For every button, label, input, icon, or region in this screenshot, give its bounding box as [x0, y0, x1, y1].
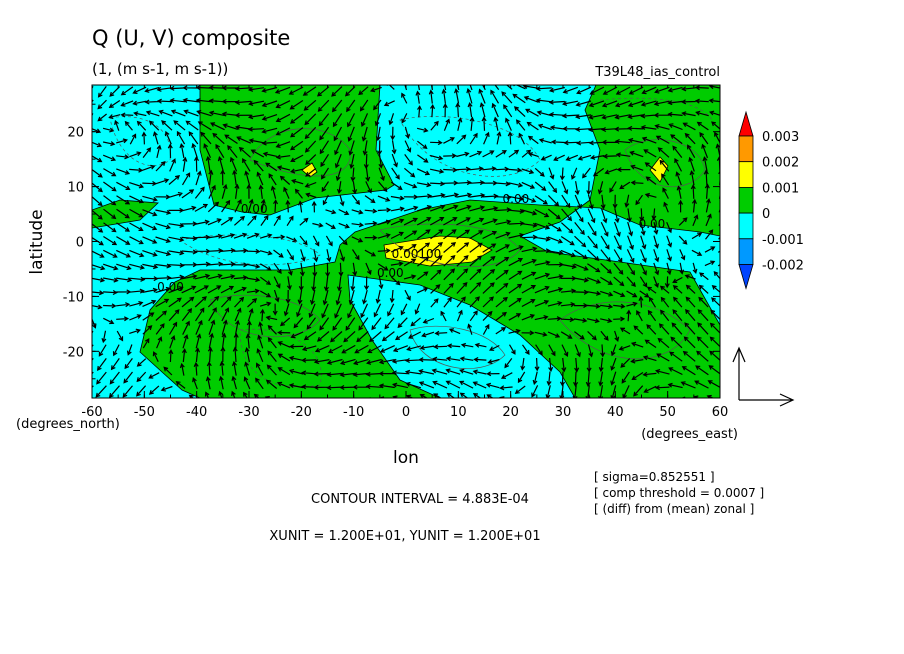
high-anomaly-region: [649, 156, 669, 183]
x-tick-label: -60: [81, 405, 102, 420]
colorbar-label: -0.002: [762, 259, 804, 274]
colorbar-label: -0.001: [762, 233, 804, 248]
colorbar-swatch: [738, 161, 754, 188]
colorbar-triangle-top: [738, 110, 754, 137]
colorbar-label: 0.003: [762, 130, 799, 145]
y-axis: -20 -10 0 10 20: [63, 103, 720, 380]
colorbar-label: 0.002: [762, 156, 799, 171]
x-tick-label: 60: [712, 405, 729, 420]
experiment-label: T39L48_ias_control: [594, 65, 720, 80]
x-tick-label: -50: [134, 405, 155, 420]
contour-label: 0.00: [503, 192, 530, 206]
x-tick-label: 0: [402, 405, 410, 420]
vector-units: XUNIT = 1.200E+01, YUNIT = 1.200E+01: [269, 529, 540, 544]
contour-label: 0.00: [157, 280, 184, 294]
colorbar-label: 0.001: [762, 181, 799, 196]
chart-units: (1, (m s-1, m s-1)): [92, 60, 228, 78]
reference-vector: [732, 346, 795, 407]
note-diff: [ (diff) from (mean) zonal ]: [594, 502, 754, 516]
colorbar-swatch: [738, 212, 754, 240]
wind-vectors: [92, 85, 720, 398]
y-tick-label: -10: [63, 290, 84, 305]
x-tick-label: 50: [659, 405, 676, 420]
x-tick-label: -20: [291, 405, 312, 420]
positive-anomaly-region: [92, 199, 159, 229]
contour-label: 0.00: [241, 202, 268, 216]
contour-labels: 0.00 0.00 0.00 0.00 0.00100 0.00: [157, 192, 665, 294]
y-tick-label: -20: [63, 345, 84, 360]
y-tick-label: 10: [67, 181, 84, 196]
chart-title: Q (U, V) composite: [92, 26, 290, 50]
y-tick-label: 20: [67, 126, 84, 141]
x-tick-label: 30: [555, 405, 572, 420]
x-tick-label: -30: [238, 405, 259, 420]
x-tick-label: -40: [186, 405, 207, 420]
y-axis-label: latitude: [27, 209, 47, 274]
negative-anomaly-region: [347, 274, 576, 398]
plot-area: [92, 85, 720, 398]
colorbar-swatch: [738, 238, 754, 265]
contour-label: 0.00: [639, 217, 666, 231]
colorbar-label: 0: [762, 207, 770, 222]
contour-interval: CONTOUR INTERVAL = 4.883E-04: [311, 492, 529, 507]
y-unit-label: (degrees_north): [16, 417, 120, 432]
x-tick-label: -10: [343, 405, 364, 420]
x-axis-label: lon: [393, 448, 419, 468]
colorbar: 0.003 0.002 0.001 0 -0.001 -0.002: [738, 110, 804, 290]
y-tick-label: 0: [76, 236, 84, 251]
x-tick-label: 40: [607, 405, 624, 420]
note-sigma: [ sigma=0.852551 ]: [594, 470, 715, 484]
x-unit-label: (degrees_east): [641, 427, 738, 442]
note-threshold: [ comp threshold = 0.0007 ]: [594, 486, 764, 500]
contour-label: 0.00: [377, 266, 404, 280]
vector-arrows: [92, 85, 720, 398]
colorbar-triangle-bottom: [738, 264, 754, 290]
colorbar-swatch: [738, 135, 754, 163]
contour-label: 0.00100: [392, 247, 442, 261]
x-tick-label: 20: [502, 405, 519, 420]
x-tick-label: 10: [450, 405, 467, 420]
x-axis: -60 -50 -40 -30 -20 -10 0 10 20 30 40 50 60: [81, 85, 728, 420]
colorbar-swatch: [738, 186, 754, 214]
